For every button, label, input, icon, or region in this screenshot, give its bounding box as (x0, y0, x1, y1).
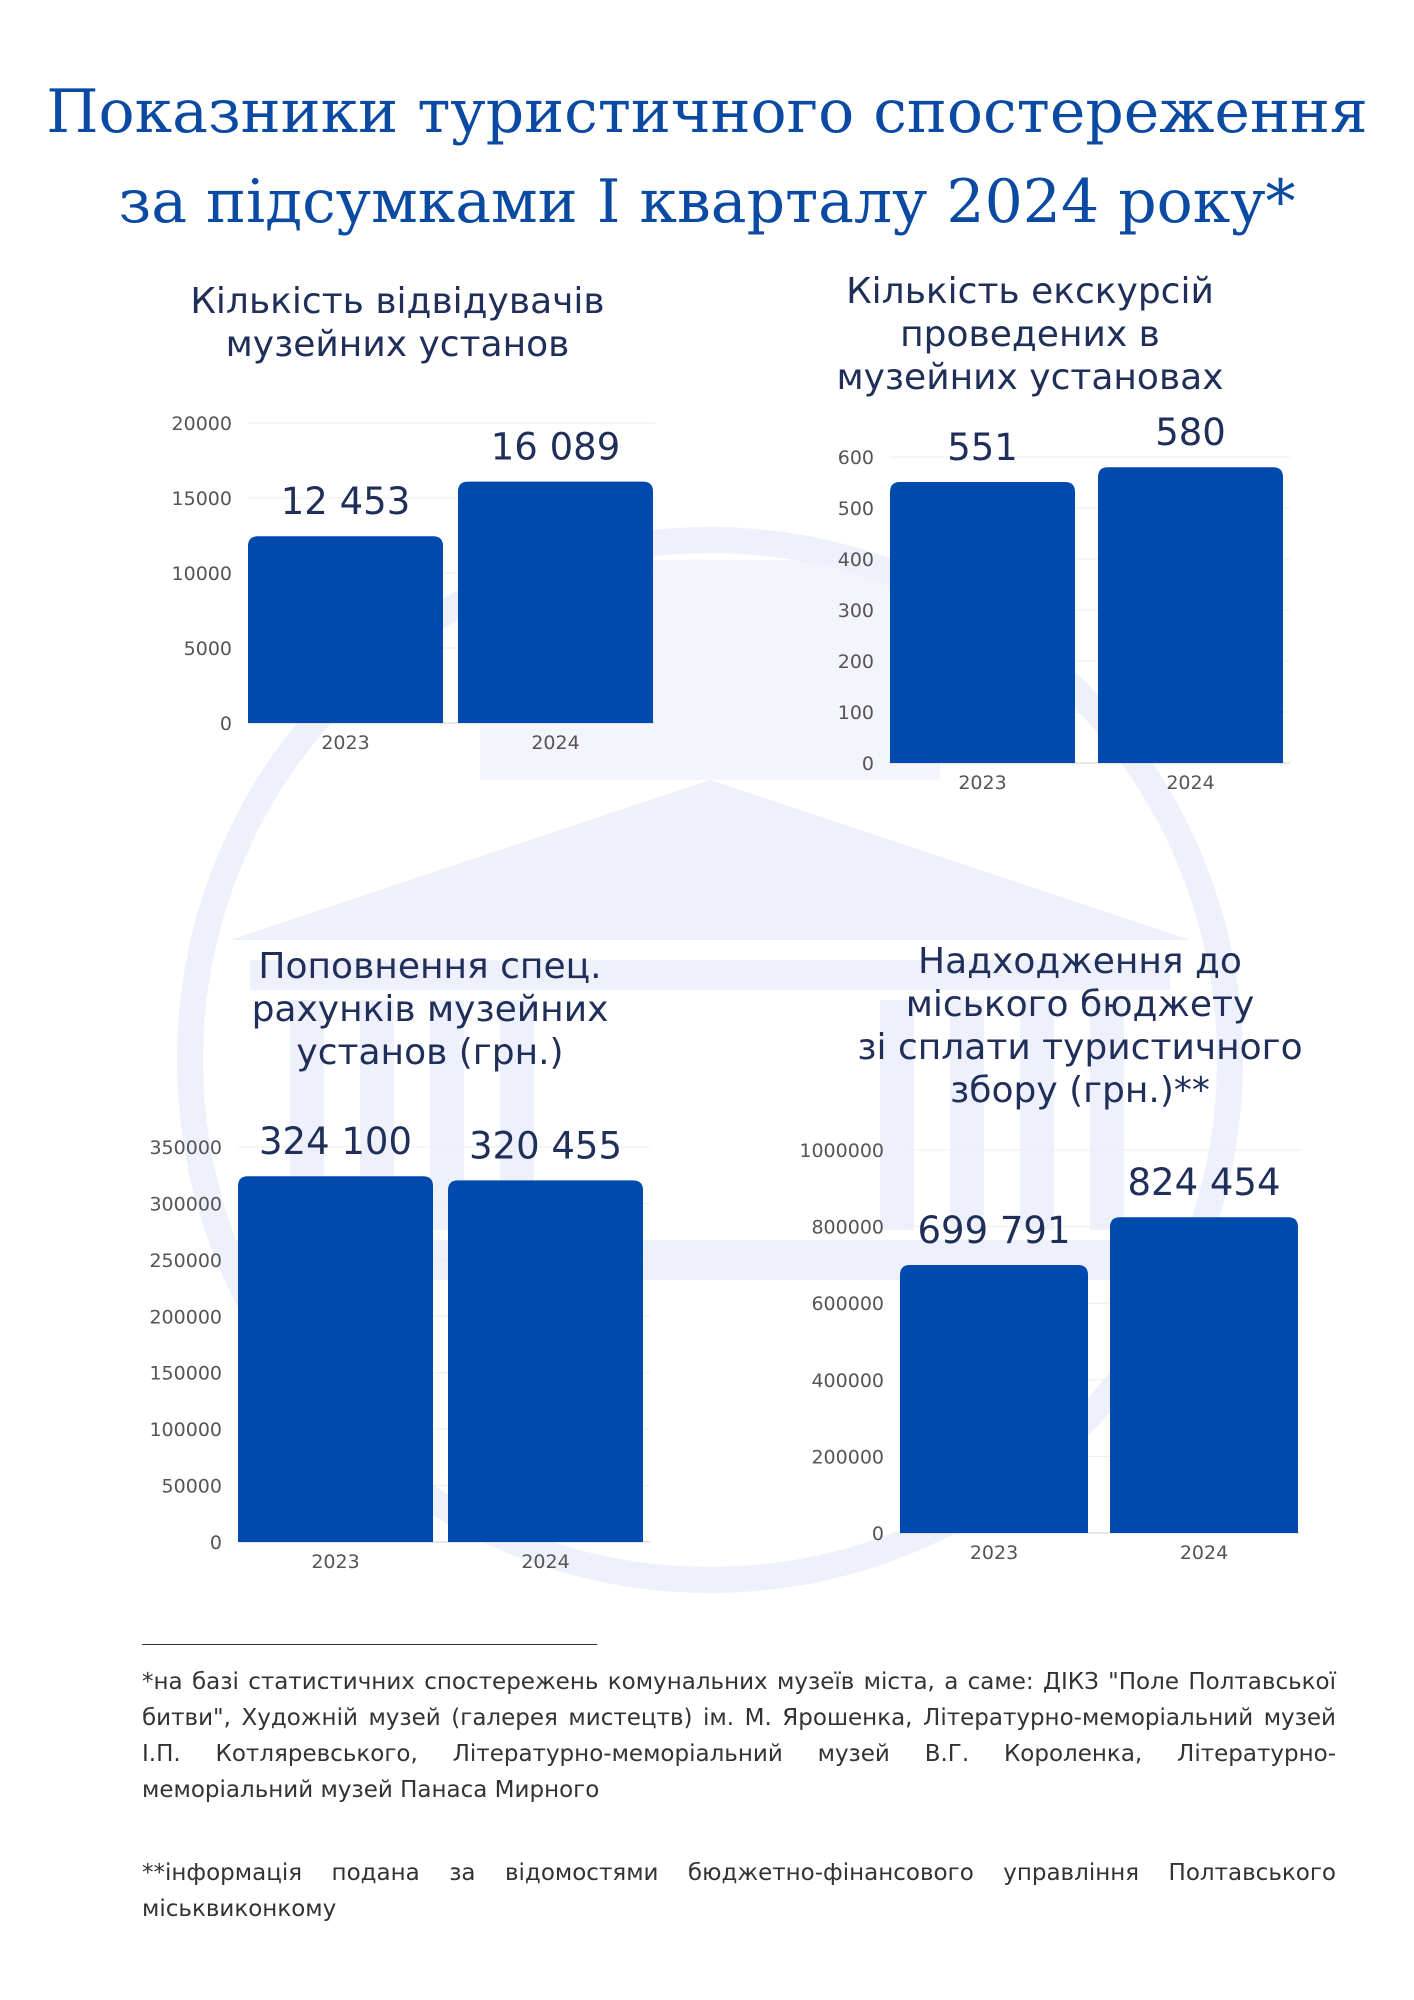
y-tick-label: 200 (838, 651, 874, 673)
bar-chart-visitors: 0 5000 10000 15000 20000 12 453 2023 16 089 2024 (172, 413, 655, 754)
page-title-line-1: Показники туристичного спостереження (46, 77, 1368, 147)
chart-title-tourist-tax: Надходження до міського бюджету зі сплат… (857, 941, 1303, 1111)
data-label: 324 100 (259, 1120, 412, 1163)
chart-panel-special-accounts: Поповнення спец. рахунків музейних устан… (130, 945, 670, 1585)
y-tick-label: 150000 (149, 1363, 222, 1385)
data-label: 699 791 (917, 1209, 1070, 1252)
y-tick-label: 350000 (149, 1137, 222, 1159)
x-tick-label: 2024 (1180, 1542, 1228, 1564)
x-tick-label: 2024 (531, 732, 579, 754)
bar-chart-special-accounts: 0 50000 100000 150000 200000 250000 300000 3500… (149, 1120, 650, 1573)
y-tick-label: 0 (220, 713, 232, 735)
y-tick-label: 10000 (172, 563, 232, 585)
chart-panel-excursions: Кількість екскурсій проведених в музейни… (820, 270, 1300, 880)
y-tick-label: 300000 (149, 1193, 222, 1215)
y-tick-label: 300 (838, 600, 874, 622)
y-tick-label: 100000 (149, 1419, 222, 1441)
data-label: 551 (947, 426, 1018, 469)
y-tick-label: 500 (838, 498, 874, 520)
data-label: 16 089 (491, 426, 620, 469)
bar-2024 (1098, 467, 1283, 763)
bar-chart-excursions: 0 100 200 300 400 500 600 551 2023 580 2024 (838, 411, 1290, 794)
bar-2023 (890, 481, 1075, 763)
footnote-divider (142, 1644, 597, 1645)
y-tick-label: 0 (210, 1532, 222, 1554)
x-tick-label: 2023 (311, 1551, 359, 1573)
chart-title-special-accounts: Поповнення спец. рахунків музейних устан… (251, 946, 609, 1073)
y-tick-label: 200000 (149, 1306, 222, 1328)
y-tick-label: 1000000 (799, 1140, 884, 1162)
bar-2024 (448, 1180, 643, 1542)
bar-chart-tourist-tax: 0 200000 400000 600000 800000 1000000 699 791 2… (799, 1140, 1300, 1564)
x-tick-label: 2024 (521, 1551, 569, 1573)
footnote-sources: *на базі статистичних спостережень комун… (142, 1669, 1336, 1803)
y-tick-label: 0 (862, 753, 874, 775)
x-tick-label: 2023 (321, 732, 369, 754)
footnote-budget-source: **інформація подана за відомостями бюдже… (142, 1860, 1336, 1922)
y-tick-label: 600 (838, 447, 874, 469)
y-tick-label: 0 (872, 1523, 884, 1545)
x-tick-label: 2023 (958, 772, 1006, 794)
y-tick-label: 20000 (172, 413, 232, 435)
x-tick-label: 2023 (970, 1542, 1018, 1564)
y-tick-label: 400000 (811, 1370, 884, 1392)
y-tick-label: 250000 (149, 1250, 222, 1272)
bar-2023 (238, 1176, 433, 1542)
data-label: 12 453 (281, 480, 410, 523)
y-tick-label: 5000 (184, 638, 232, 660)
y-tick-label: 15000 (172, 488, 232, 510)
data-label: 320 455 (469, 1124, 622, 1167)
bar-2023 (900, 1264, 1088, 1533)
chart-title-excursions: Кількість екскурсій проведених в музейни… (836, 271, 1224, 398)
chart-panel-tourist-tax: Надходження до міського бюджету зі сплат… (799, 940, 1320, 1590)
data-label: 580 (1155, 411, 1226, 454)
x-tick-label: 2024 (1166, 772, 1214, 794)
y-tick-label: 100 (838, 702, 874, 724)
bar-2024 (1110, 1217, 1298, 1533)
y-tick-label: 800000 (811, 1217, 884, 1239)
y-tick-label: 200000 (811, 1446, 884, 1468)
y-tick-label: 50000 (162, 1476, 222, 1498)
chart-panel-visitors: Кількість відвідувачів музейних установ … (130, 280, 670, 880)
y-tick-label: 600000 (811, 1293, 884, 1315)
bar-2024 (458, 481, 653, 723)
data-label: 824 454 (1127, 1161, 1280, 1204)
chart-title-visitors: Кількість відвідувачів музейних установ (190, 281, 605, 365)
y-tick-label: 400 (838, 549, 874, 571)
page-title-line-2: за підсумками І кварталу 2024 року* (118, 167, 1296, 237)
bar-2023 (248, 536, 443, 723)
